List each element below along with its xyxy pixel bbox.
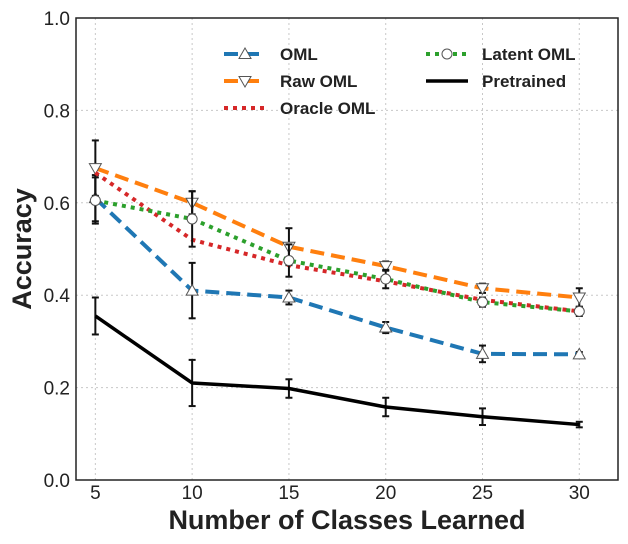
legend-label-oracle-oml: Oracle OML	[280, 99, 375, 118]
x-tick-label: 25	[472, 483, 493, 504]
legend-label-raw-oml: Raw OML	[280, 72, 357, 91]
x-tick-label: 30	[569, 483, 590, 504]
y-tick-label: 0.0	[44, 471, 70, 492]
y-tick-labels: 0.0 0.2 0.4 0.6 0.8 1.0	[44, 9, 71, 492]
series-oml	[88, 174, 587, 364]
legend-marker-latent-oml	[441, 48, 453, 60]
series-latent-oml	[89, 176, 585, 317]
data-point-raw-oml	[572, 292, 587, 305]
legend-marker-raw-oml	[238, 76, 252, 89]
data-point-latent-oml	[186, 213, 198, 225]
data-point-raw-oml	[378, 261, 393, 274]
x-axis-title: Number of Classes Learned	[168, 505, 525, 535]
data-point-latent-oml	[477, 296, 488, 308]
legend-item-oml: OML	[224, 45, 318, 64]
legend-marker-oml	[238, 46, 252, 59]
data-point-latent-oml	[283, 255, 295, 267]
x-tick-label: 10	[182, 483, 203, 504]
y-axis-title: Accuracy	[7, 188, 37, 310]
series-line-pretrained	[94, 314, 580, 427]
data-point-oml	[572, 347, 587, 360]
legend-label-latent-oml: Latent OML	[482, 45, 576, 64]
legend: OML Raw OML Oracle OML Latent OML Pretrained	[224, 45, 576, 118]
legend-label-pretrained: Pretrained	[482, 72, 566, 91]
legend-item-oracle-oml: Oracle OML	[224, 99, 375, 118]
data-point-oml	[185, 283, 200, 296]
data-point-oml	[475, 346, 490, 359]
y-tick-label: 0.4	[44, 286, 71, 307]
data-point-raw-oml	[475, 283, 490, 296]
x-tick-label: 5	[90, 483, 101, 504]
data-point-latent-oml	[89, 194, 101, 206]
y-tick-label: 0.2	[44, 379, 70, 400]
series-line-oml	[93, 196, 580, 357]
data-point-latent-oml	[573, 305, 585, 317]
plot-background	[76, 18, 618, 480]
x-tick-labels: 5 10 15 20 25 30	[90, 483, 590, 504]
y-tick-label: 1.0	[44, 9, 70, 30]
data-point-raw-oml	[88, 163, 103, 176]
legend-item-pretrained: Pretrained	[426, 72, 566, 91]
legend-label-oml: OML	[280, 45, 318, 64]
y-tick-label: 0.8	[44, 101, 70, 122]
series-group	[88, 139, 587, 429]
series-line-raw-oml	[94, 166, 580, 300]
x-tick-label: 20	[375, 483, 396, 504]
plot-frame	[75, 17, 619, 481]
legend-item-latent-oml: Latent OML	[426, 45, 576, 64]
y-tick-label: 0.6	[44, 194, 70, 215]
data-point-latent-oml	[380, 273, 392, 285]
x-tick-label: 15	[278, 483, 299, 504]
series-line-latent-oml	[94, 198, 580, 314]
data-point-oml	[282, 290, 296, 303]
legend-item-raw-oml: Raw OML	[224, 72, 357, 91]
data-point-oml	[378, 320, 393, 333]
series-pretrained	[91, 296, 583, 429]
